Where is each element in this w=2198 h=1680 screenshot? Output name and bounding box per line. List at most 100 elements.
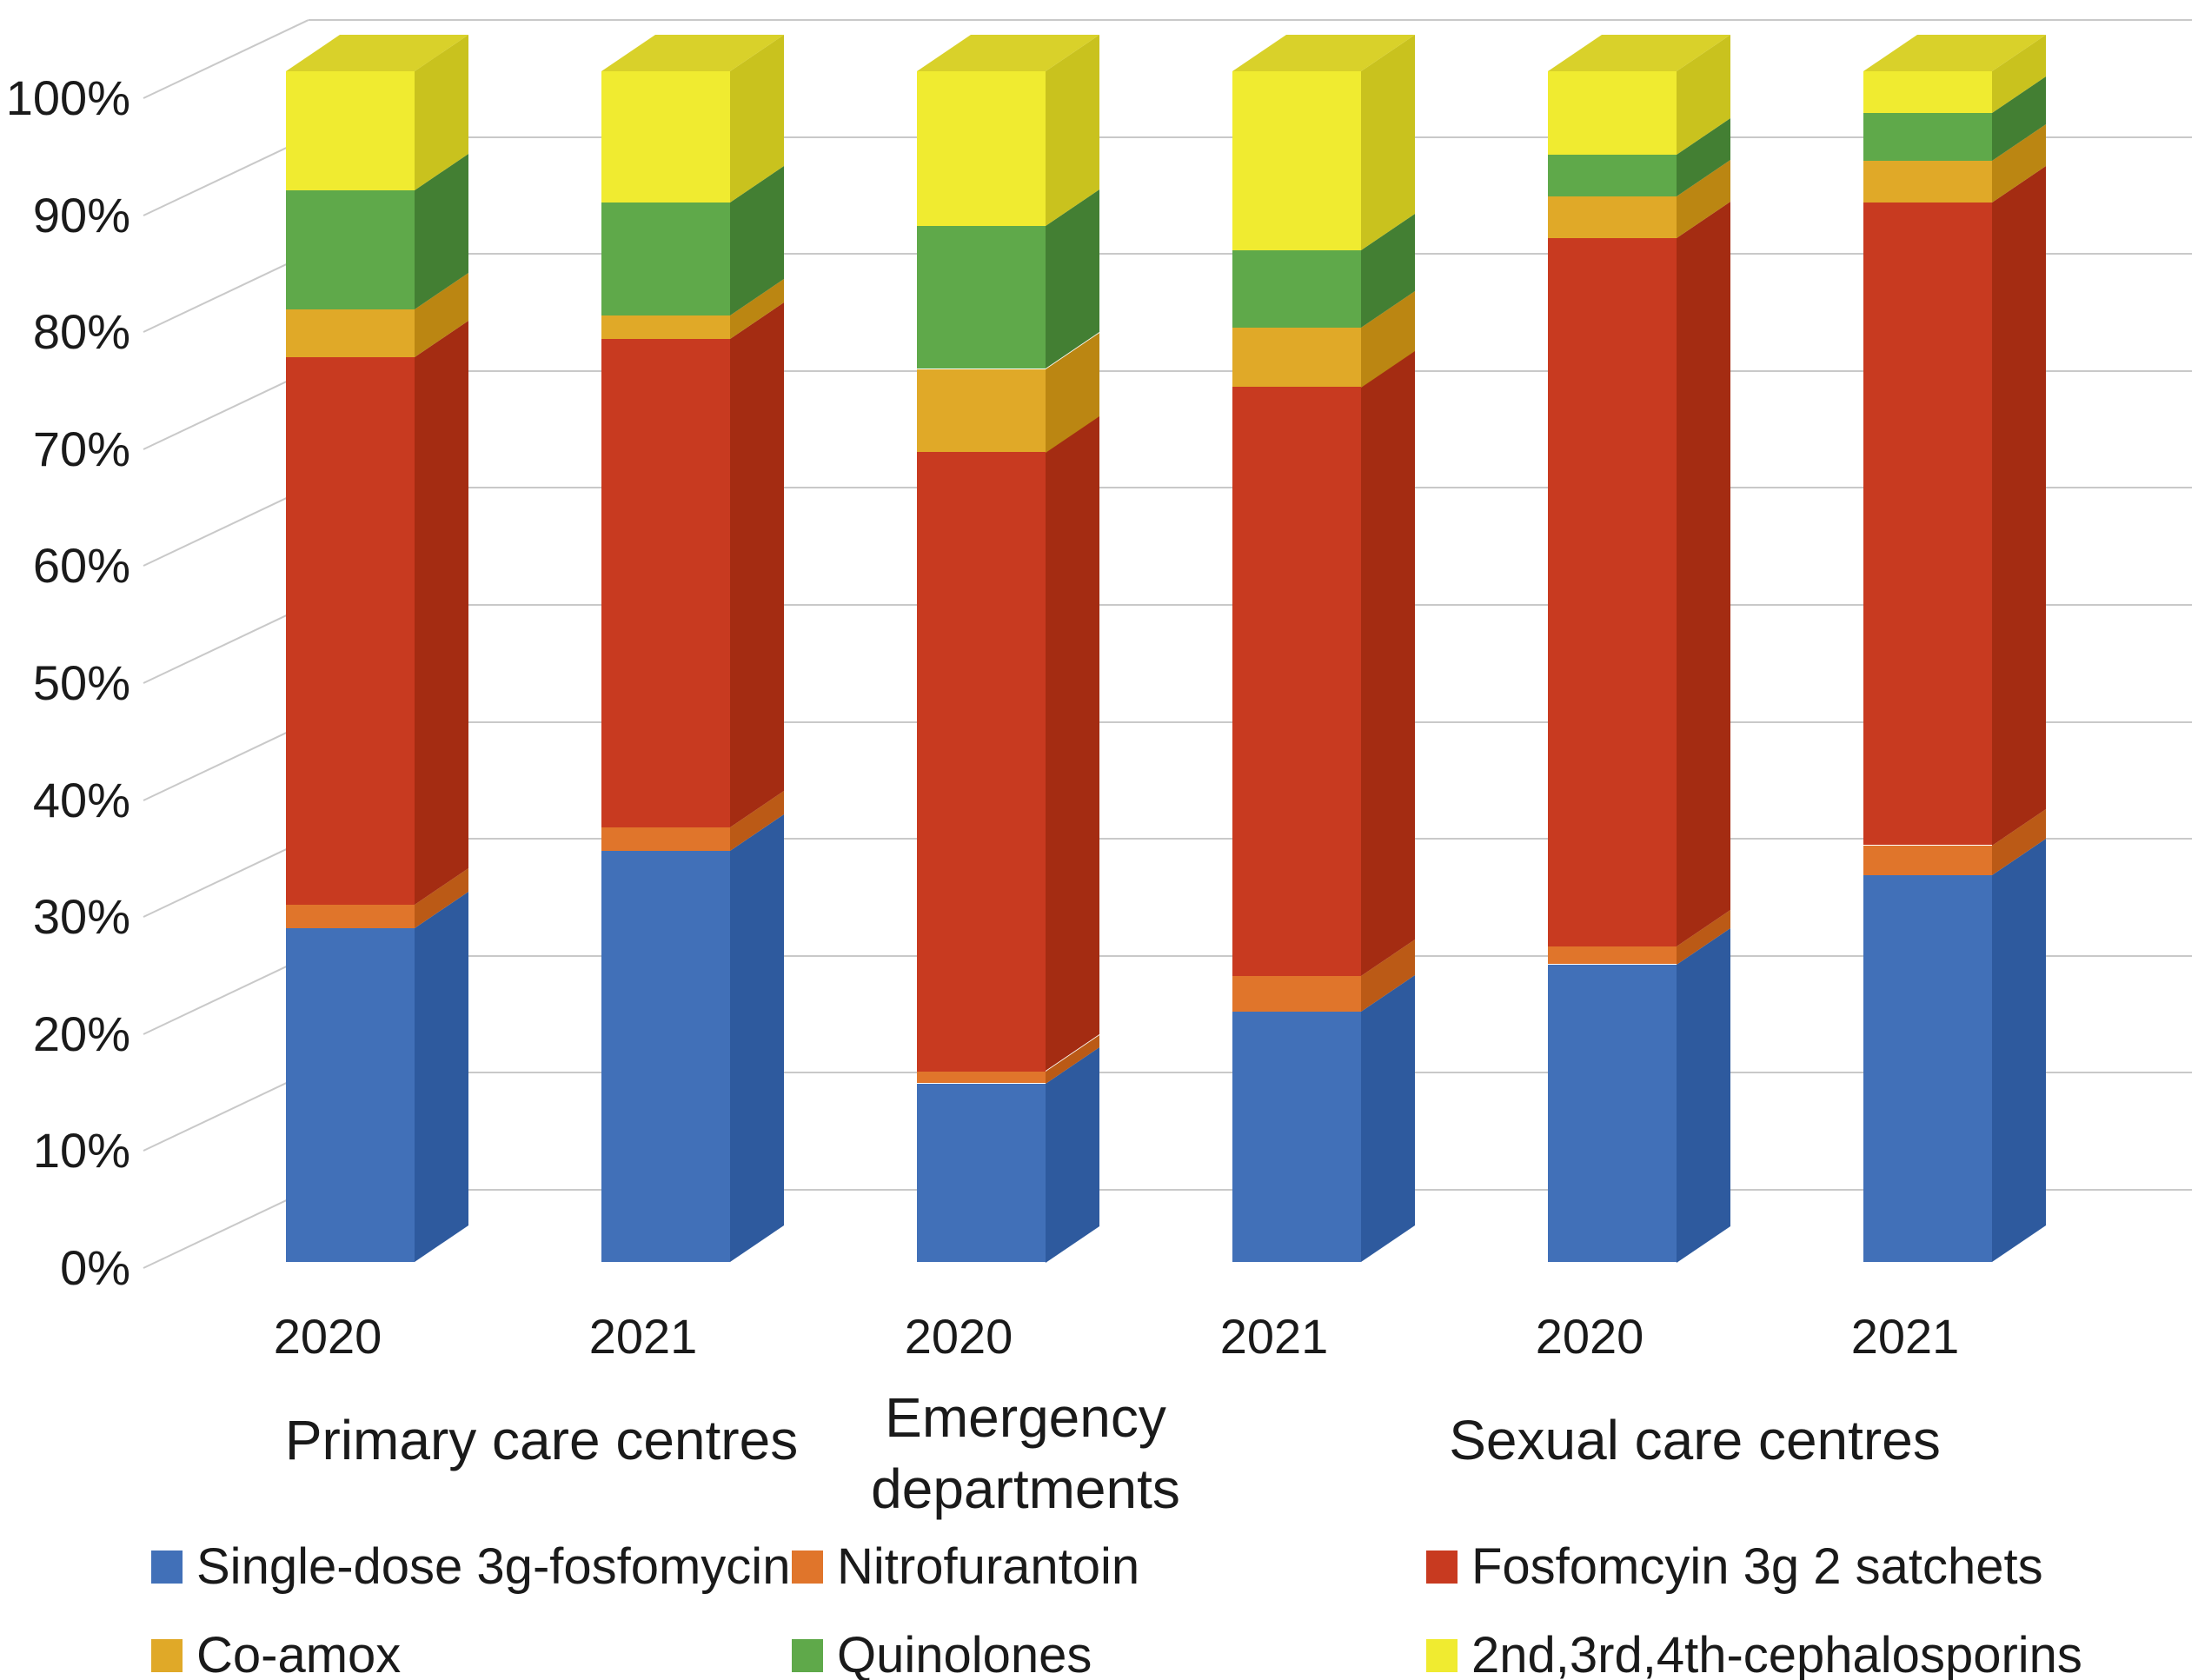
legend-item: 2nd,3rd,4th-cephalosporins: [1426, 1629, 2082, 1680]
bar-segment-5: [1548, 71, 1677, 155]
bar-segment-1: [601, 827, 730, 852]
bar-segment-side-0: [1046, 1046, 1099, 1262]
legend-swatch: [792, 1551, 823, 1584]
gridline-diagonal: [143, 369, 309, 450]
y-axis-tick-label: 80%: [32, 304, 130, 360]
legend-item: Single-dose 3g-fosfomycin: [151, 1540, 790, 1594]
legend-swatch: [151, 1639, 183, 1672]
gridline-diagonal: [143, 720, 309, 801]
bar-segment-5: [1232, 71, 1361, 250]
bar-segment-side-2: [415, 320, 468, 905]
bar-segment-3: [1232, 327, 1361, 388]
bar-segment-3: [917, 369, 1046, 453]
legend-label: Nitrofurantoin: [837, 1538, 1140, 1595]
legend-swatch: [792, 1639, 823, 1672]
gridline-diagonal: [143, 604, 309, 684]
bar-segment-side-0: [1677, 927, 1730, 1262]
legend-swatch: [151, 1551, 183, 1584]
y-axis-tick-label: 60%: [32, 538, 130, 594]
bar-segment-2: [1863, 202, 1992, 846]
legend-label: Fosfomcyin 3g 2 satchets: [1471, 1538, 2043, 1595]
bar-segment-4: [1232, 249, 1361, 328]
legend-item: Nitrofurantoin: [792, 1540, 1139, 1594]
bar-segment-side-2: [1046, 415, 1099, 1072]
bar-segment-0: [917, 1083, 1046, 1262]
bar-segment-4: [286, 190, 415, 309]
legend-item: Co-amox: [151, 1629, 401, 1680]
y-axis-tick-label: 10%: [32, 1123, 130, 1179]
category-group-label-line: departments: [871, 1458, 1180, 1520]
bar-segment-2: [917, 452, 1046, 1072]
category-group-label-line: Sexual care centres: [1449, 1409, 1941, 1471]
legend-item: Fosfomcyin 3g 2 satchets: [1426, 1540, 2043, 1594]
bar-segment-1: [1548, 946, 1677, 965]
bar-segment-5: [286, 71, 415, 190]
category-year-label: 2021: [1219, 1309, 1329, 1364]
gridline-diagonal: [143, 487, 309, 568]
bar-segment-side-2: [1992, 165, 2046, 846]
category-group-label: Sexual care centres: [1449, 1404, 1941, 1476]
bar-segment-0: [1863, 874, 1992, 1262]
gridline-diagonal: [143, 838, 309, 919]
bar-segment-4: [1863, 112, 1992, 161]
legend-label: 2nd,3rd,4th-cephalosporins: [1471, 1627, 2082, 1680]
y-axis-tick-label: 40%: [32, 772, 130, 827]
bar-segment-side-0: [1992, 838, 2046, 1262]
gridline-diagonal: [143, 136, 309, 216]
bar-segment-1: [286, 905, 415, 929]
bar-segment-3: [601, 315, 730, 340]
bar-segment-0: [601, 851, 730, 1262]
bar-segment-0: [1548, 964, 1677, 1262]
y-axis-tick-label: 70%: [32, 421, 130, 476]
bar-segment-side-0: [415, 892, 468, 1262]
y-axis-tick-label: 30%: [32, 889, 130, 945]
bar-segment-5: [1863, 71, 1992, 113]
bar-segment-4: [1548, 154, 1677, 196]
y-axis-tick-label: 0%: [60, 1240, 130, 1295]
legend-label: Single-dose 3g-fosfomycin: [196, 1538, 791, 1595]
bar-segment-2: [1548, 237, 1677, 946]
category-year-label: 2021: [1850, 1309, 1960, 1364]
category-year-label: 2020: [1535, 1309, 1644, 1364]
bar-segment-0: [286, 928, 415, 1262]
bar-segment-3: [1548, 196, 1677, 238]
bar-segment-3: [286, 309, 415, 357]
legend-label: Co-amox: [196, 1627, 402, 1680]
bar-segment-2: [286, 356, 415, 905]
bar-segment-4: [601, 202, 730, 315]
bar-segment-1: [917, 1071, 1046, 1084]
category-group-label-line: Primary care centres: [284, 1409, 799, 1471]
gridline-diagonal: [143, 1189, 309, 1269]
bar-segment-1: [1863, 845, 1992, 875]
y-axis-tick-label: 50%: [32, 655, 130, 710]
y-axis-tick-label: 90%: [32, 187, 130, 242]
bar-segment-2: [601, 339, 730, 827]
legend-label: Quinolones: [837, 1627, 1092, 1680]
category-year-label: 2020: [904, 1309, 1013, 1364]
category-group-label-line: Emergency: [885, 1386, 1166, 1449]
gridline: [309, 19, 2192, 21]
bar-segment-4: [917, 226, 1046, 369]
y-axis-tick-label: 20%: [32, 1006, 130, 1061]
gridline-diagonal: [143, 1072, 309, 1152]
gridline-diagonal: [143, 253, 309, 334]
bar-segment-5: [917, 71, 1046, 227]
bar-segment-side-5: [1361, 34, 1415, 250]
legend-item: Quinolones: [792, 1629, 1092, 1680]
category-group-label: Primary care centres: [285, 1404, 798, 1476]
bar-segment-side-2: [1677, 201, 1730, 946]
bar-segment-3: [1863, 160, 1992, 203]
legend-swatch: [1426, 1639, 1458, 1672]
y-axis-tick-label: 100%: [5, 70, 130, 125]
category-group-label: Emergency departments: [871, 1382, 1180, 1524]
bar-segment-side-0: [730, 814, 784, 1262]
bar-segment-side-2: [1361, 350, 1415, 977]
gridline-diagonal: [143, 954, 309, 1035]
bar-segment-2: [1232, 387, 1361, 977]
gridline-diagonal: [143, 19, 309, 99]
category-year-label: 2021: [588, 1309, 698, 1364]
bar-segment-1: [1232, 976, 1361, 1013]
bar-segment-side-2: [730, 302, 784, 827]
bar-segment-5: [601, 71, 730, 203]
